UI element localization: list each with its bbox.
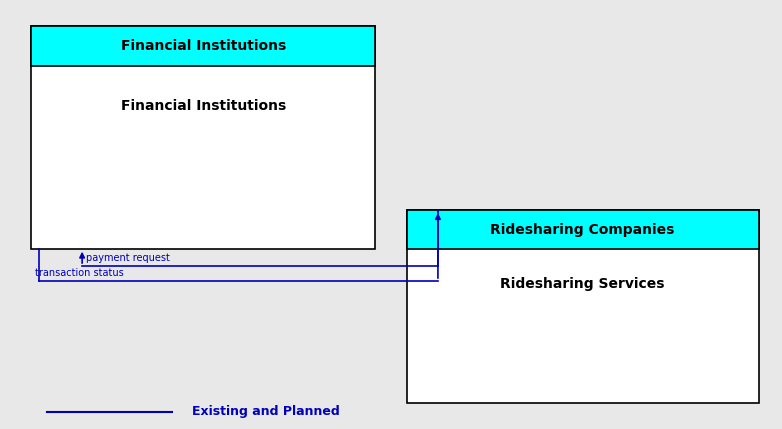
Text: Financial Institutions: Financial Institutions — [120, 99, 286, 113]
Text: Existing and Planned: Existing and Planned — [192, 405, 339, 418]
Bar — [407, 210, 759, 403]
Text: payment request: payment request — [86, 253, 170, 263]
Text: Financial Institutions: Financial Institutions — [120, 39, 286, 53]
Bar — [407, 210, 759, 249]
Text: transaction status: transaction status — [35, 269, 124, 278]
Bar — [31, 26, 375, 66]
Bar — [31, 26, 375, 249]
Text: Ridesharing Companies: Ridesharing Companies — [490, 223, 675, 236]
Text: Ridesharing Services: Ridesharing Services — [500, 277, 665, 290]
